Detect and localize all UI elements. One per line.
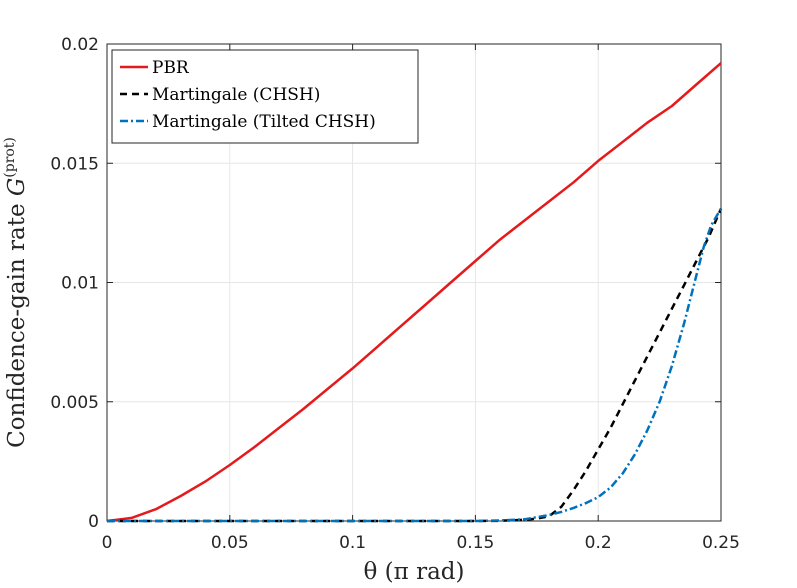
series-line-martingale-chsh [107, 208, 723, 523]
y-axis-label-main: Confidence-gain rate [4, 196, 30, 448]
legend-label: Martingale (Tilted CHSH) [152, 112, 376, 132]
x-tick-label: 0.05 [211, 533, 249, 553]
y-axis-label-superscript: (prot) [2, 137, 18, 178]
legend-label: PBR [152, 58, 190, 78]
y-axis-label-symbol: G [4, 178, 30, 196]
y-tick-label: 0.02 [61, 35, 99, 55]
x-tick-label: 0 [102, 533, 113, 553]
y-tick-label: 0 [88, 512, 99, 532]
y-tick-label: 0.01 [61, 274, 99, 294]
x-tick-label: 0.2 [585, 533, 612, 553]
axis-ticks: 0 0.05 0.1 0.15 0.2 0.25 0 0.005 0.01 0.015 0.02 [50, 35, 740, 553]
legend-box [111, 49, 419, 144]
y-tick-label: 0.005 [50, 393, 99, 413]
x-axis-label: θ (π rad) [364, 559, 465, 585]
y-axis-label: Confidence-gain rate G(prot) [2, 137, 30, 448]
series-line-martingale-tilted-chsh [107, 207, 723, 523]
series-line-pbr [106, 62, 722, 523]
x-tick-label: 0.1 [339, 533, 366, 553]
x-tick-label: 0.25 [702, 533, 740, 553]
x-tick-label: 0.15 [456, 533, 494, 553]
y-tick-label: 0.015 [50, 154, 99, 174]
legend: PBR Martingale (CHSH) Martingale (Tilted C… [111, 49, 419, 144]
legend-label: Martingale (CHSH) [152, 85, 320, 105]
series-group [106, 62, 723, 523]
